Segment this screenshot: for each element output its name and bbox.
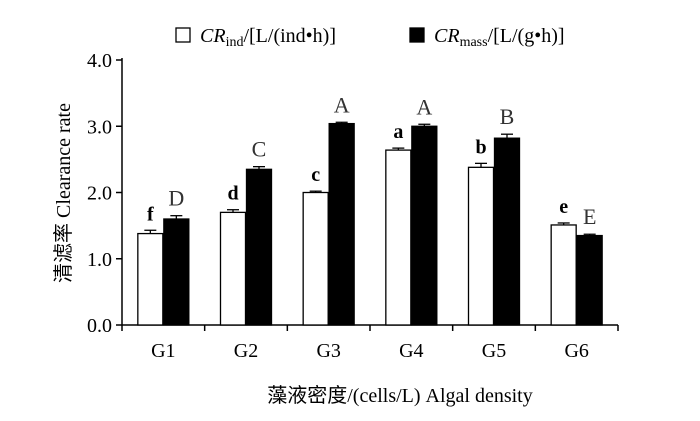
significance-letter: A (416, 94, 432, 119)
y-tick-label: 2.0 (87, 183, 112, 205)
x-tick-label: G1 (151, 340, 175, 362)
x-axis-title: 藻液密度/(cells/L) Algal density (267, 384, 533, 407)
bar-cr-mass (493, 137, 521, 326)
legend-swatch-cr-mass (409, 27, 425, 43)
significance-letter: d (227, 183, 238, 205)
legend: CRind/[L/(ind•h)] CRmass/[L/(g•h)] (175, 25, 565, 50)
bar-cr-ind (385, 149, 412, 326)
bar-cr-mass (328, 122, 355, 326)
significance-letter: C (252, 137, 267, 162)
significance-letter: D (168, 186, 184, 211)
x-tick-label: G3 (316, 340, 340, 362)
bar-cr-mass (576, 234, 603, 326)
legend-swatch-cr-ind (175, 27, 191, 43)
bar-cr-ind (302, 191, 329, 326)
significance-letter: b (475, 136, 486, 158)
y-tick-label: 4.0 (87, 50, 112, 72)
significance-letter: e (559, 196, 568, 218)
x-tick-label: G2 (234, 340, 258, 362)
significance-letter: A (334, 92, 350, 117)
bar-cr-ind (550, 224, 577, 326)
bar-cr-ind (467, 166, 495, 326)
x-tick-label: G4 (399, 340, 423, 362)
y-axis-title: 清滤率 Clearance rate (52, 103, 75, 283)
bar-cr-mass (245, 168, 273, 326)
x-tick-label: G5 (482, 340, 506, 362)
x-tick-label: G6 (564, 340, 588, 362)
legend-label-cr-mass: CRmass/[L/(g•h)] (434, 25, 565, 50)
significance-letter: B (500, 104, 515, 129)
bar-cr-ind (137, 232, 164, 326)
y-tick-label: 1.0 (87, 249, 112, 271)
bar-cr-ind (219, 211, 247, 326)
significance-letter: a (393, 121, 403, 143)
significance-letter: f (147, 203, 154, 225)
y-tick-label: 3.0 (87, 116, 112, 138)
bar-cr-mass (163, 218, 190, 326)
legend-label-cr-ind: CRind/[L/(ind•h)] (200, 25, 336, 50)
y-tick-label: 0.0 (87, 315, 112, 337)
significance-letter: c (311, 164, 320, 186)
bar-cr-mass (411, 125, 438, 326)
significance-letter: E (583, 204, 596, 229)
